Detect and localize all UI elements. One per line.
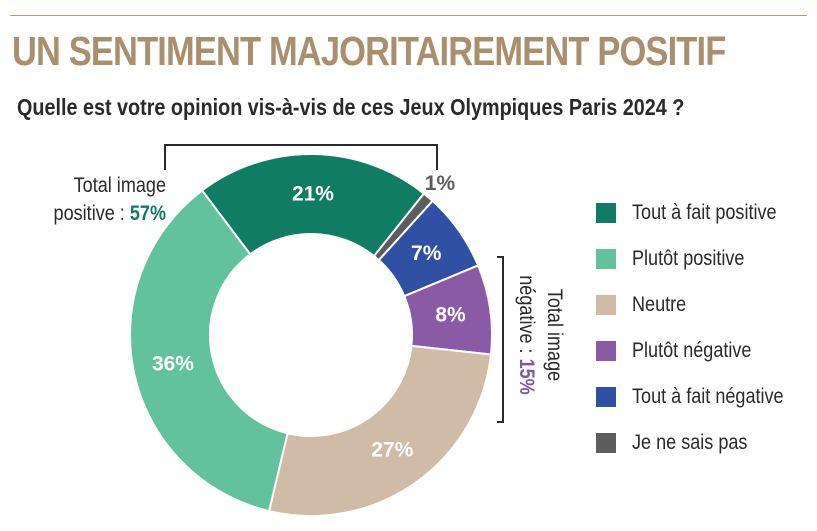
positive-total-line1: Total image (73, 174, 166, 197)
donut-slice (267, 344, 493, 517)
slice-labels: 21% 1% 7% 8% 27% 36% (152, 172, 466, 462)
legend-swatch (596, 433, 616, 453)
chart-subtitle: Quelle est votre opinion vis-à-vis de ce… (17, 94, 685, 120)
slice-label: 1% (425, 172, 456, 195)
slice-label: 27% (371, 439, 413, 462)
negative-bracket (497, 256, 504, 423)
donut-slice (129, 189, 289, 513)
positive-bracket (164, 144, 438, 170)
legend-swatch (596, 387, 616, 407)
donut-slices (129, 153, 493, 517)
positive-total-line2: positive : (53, 202, 125, 225)
positive-total-annotation: Total image positive : 57% (32, 172, 166, 228)
legend-label: Plutôt positive (632, 247, 745, 270)
slice-label: 8% (435, 303, 466, 326)
legend-label: Je ne sais pas (632, 431, 748, 454)
negative-total-line2: négative : (515, 275, 538, 354)
slice-label: 21% (292, 183, 334, 206)
positive-total-pct: 57% (129, 202, 166, 225)
negative-total-pct: 15% (515, 358, 538, 395)
legend-swatch (596, 249, 616, 269)
top-rule (10, 15, 807, 16)
chart-title: UN SENTIMENT MAJORITAIREMENT POSITIF (12, 28, 726, 74)
legend-swatch (596, 295, 616, 315)
donut-slice (200, 153, 426, 258)
legend-label: Tout à fait négative (632, 385, 784, 408)
brackets (164, 144, 504, 423)
legend-swatch (596, 341, 616, 361)
legend-swatch (596, 203, 616, 223)
negative-total-line1: Total image (543, 288, 566, 382)
legend-label: Neutre (632, 293, 687, 316)
slice-label: 36% (152, 352, 194, 375)
legend-label: Tout à fait positive (632, 201, 777, 224)
legend-label: Plutôt négative (632, 339, 752, 362)
slice-label: 7% (411, 242, 442, 265)
